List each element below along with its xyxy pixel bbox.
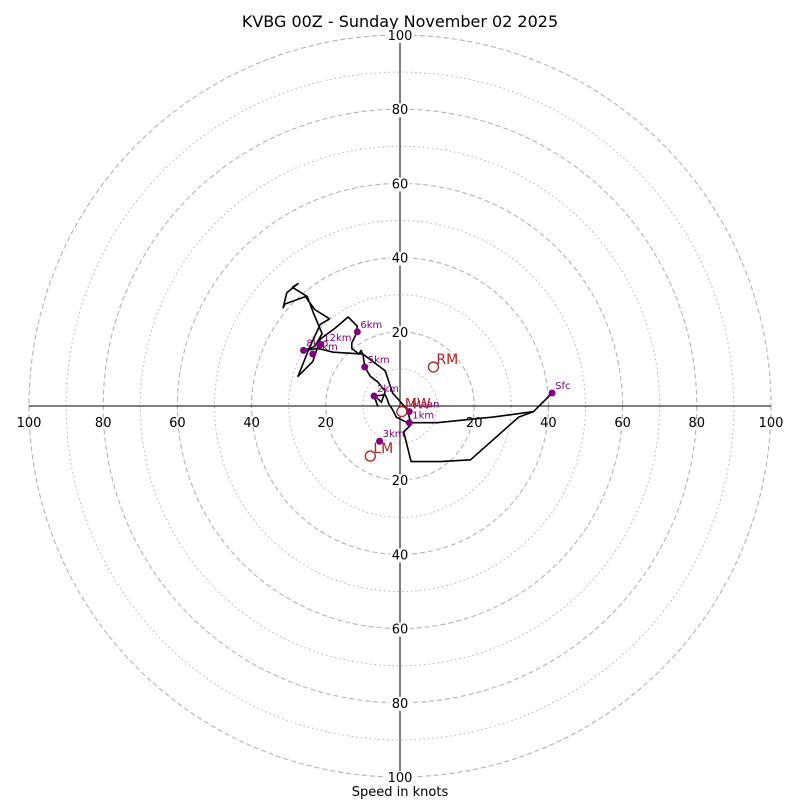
height-label-1km: 1km	[412, 411, 434, 422]
tick-down-60-bg	[390, 622, 410, 637]
motion-marker-lm	[364, 450, 376, 462]
storm-motion-markers: RM LM MW	[364, 352, 458, 462]
height-label-6km: 6km	[360, 320, 382, 331]
tick-up-40-bg	[390, 251, 410, 266]
height-dot-5km	[361, 363, 369, 371]
height-dot-sfc	[548, 389, 556, 397]
tick-left-20: 20	[318, 416, 335, 431]
height-dot-2km	[370, 392, 378, 400]
tick-left-100: 100	[17, 416, 42, 431]
tick-left-80: 80	[95, 416, 112, 431]
motion-marker-rm	[427, 361, 440, 373]
tick-up-100: 100	[388, 29, 413, 44]
height-label-7km: 7km	[316, 342, 338, 353]
tick-down-80-bg	[390, 696, 410, 711]
axes	[29, 35, 771, 777]
height-markers: Sfc1km2km3km5km6km7km8km12kmMean	[300, 320, 570, 445]
tick-left-60: 60	[169, 416, 186, 431]
tick-down-100: 100	[388, 771, 413, 786]
tick-up-20-bg	[390, 325, 410, 340]
tick-down-20-bg	[390, 474, 410, 489]
height-dot-8km	[300, 346, 308, 354]
tick-right-60: 60	[614, 416, 631, 431]
tick-labels: 2020202040404040606060608080808010010010…	[17, 29, 784, 786]
tick-up-100-bg	[386, 29, 414, 43]
tick-down-60: 60	[392, 623, 409, 638]
tick-right-100: 100	[759, 416, 784, 431]
tick-down-20: 20	[392, 474, 409, 489]
height-dot-6km	[353, 328, 361, 336]
hodograph-trace	[282, 282, 553, 463]
tick-right-80: 80	[689, 416, 706, 431]
height-dot-3km	[376, 437, 384, 445]
tick-down-80: 80	[392, 697, 409, 712]
height-label-12km: 12km	[323, 333, 351, 344]
tick-up-60: 60	[392, 177, 409, 192]
tick-down-100-bg	[386, 771, 414, 785]
tick-up-60-bg	[390, 177, 410, 192]
wind-trace-line	[282, 282, 553, 463]
tick-up-80: 80	[392, 103, 409, 118]
chart-title: KVBG 00Z - Sunday November 02 2025	[242, 12, 558, 31]
motion-label-lm: LM	[373, 441, 393, 457]
height-label-5km: 5km	[368, 355, 390, 366]
height-label-sfc: Sfc	[555, 381, 570, 392]
motion-label-mw: MW	[405, 397, 431, 413]
tick-up-40: 40	[392, 252, 409, 267]
height-label-2km: 2km	[377, 384, 399, 395]
tick-up-80-bg	[390, 103, 410, 118]
motion-marker-mw	[396, 405, 408, 418]
height-dot-7km	[309, 350, 317, 358]
tick-down-40-bg	[390, 548, 410, 563]
height-dot-1km	[405, 419, 413, 427]
tick-right-40: 40	[540, 416, 557, 431]
height-dot-12km	[316, 341, 324, 349]
height-dot-mean	[405, 408, 413, 416]
tick-up-20: 20	[392, 326, 409, 341]
height-label-mean: Mean	[412, 400, 439, 411]
x-axis-label: Speed in knots	[352, 785, 449, 800]
tick-left-40: 40	[243, 416, 260, 431]
height-label-3km: 3km	[383, 429, 405, 440]
tick-down-40: 40	[392, 548, 409, 563]
motion-label-rm: RM	[436, 352, 458, 368]
